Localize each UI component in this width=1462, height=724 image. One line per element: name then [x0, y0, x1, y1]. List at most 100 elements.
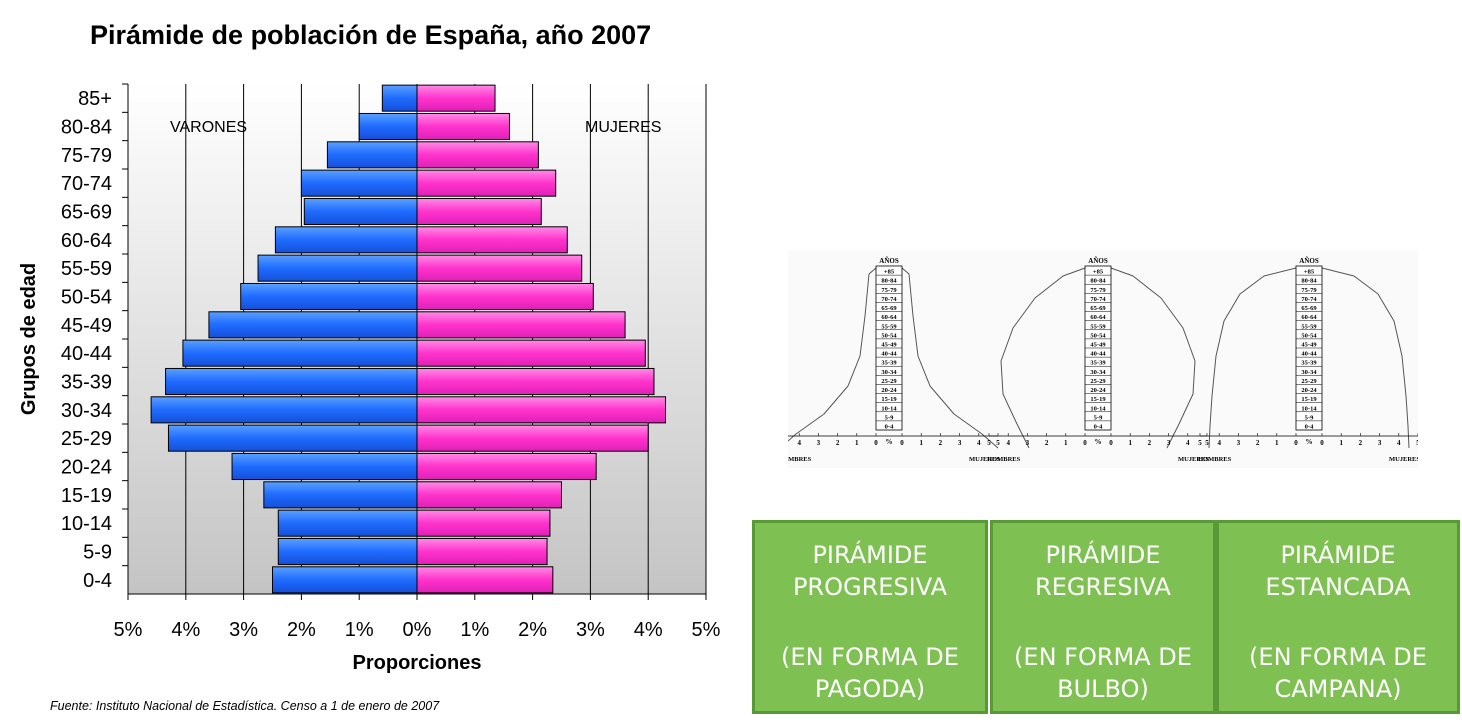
y-tick-label: 80-84	[61, 117, 112, 139]
label-mujeres: MUJERES	[1178, 456, 1209, 463]
age-label: 60-64	[1301, 314, 1317, 321]
outline-right	[1321, 267, 1410, 449]
age-label: 0-4	[1305, 424, 1314, 431]
scale-label: 2	[939, 439, 943, 447]
scale-label: 3	[1167, 439, 1171, 447]
bar-female-80-84	[416, 112, 510, 141]
age-label: +85	[884, 269, 895, 276]
percent-sign: %	[886, 438, 893, 446]
bar-female-0-4	[416, 566, 554, 594]
age-label: 75-79	[881, 287, 897, 294]
bar-female-45-49	[416, 311, 626, 339]
schematic-pyramid: AÑOS+8580-8475-7970-7465-6960-6455-5950-…	[788, 257, 1000, 463]
bar-male-20-24	[231, 452, 418, 481]
y-axis-title: Grupos de edad	[18, 263, 40, 415]
age-label: +85	[1304, 269, 1315, 276]
schematic-pyramid: AÑOS+8580-8475-7970-7465-6960-6455-5950-…	[1198, 257, 1418, 463]
scale-label: 1	[919, 439, 923, 447]
age-label: 60-64	[881, 314, 897, 321]
bar-female-5-9	[416, 537, 548, 566]
x-tick-label: 0%	[403, 619, 432, 641]
label-mujeres: MUJERES	[969, 456, 1000, 463]
age-label: 5-9	[885, 414, 894, 421]
bar-female-25-29	[416, 424, 649, 452]
type-name-line: ESTANCADA	[1265, 573, 1411, 601]
bar-female-35-39	[416, 367, 655, 396]
header-anos: AÑOS	[1088, 257, 1108, 265]
age-label: 60-64	[1090, 314, 1106, 321]
age-label: 15-19	[1090, 396, 1106, 403]
scale-label: 1	[1275, 439, 1279, 447]
scale-label: 2	[1148, 439, 1152, 447]
scale-label: 4	[1186, 439, 1190, 447]
age-label: 35-39	[881, 360, 897, 367]
x-tick-label: 2%	[287, 619, 316, 641]
label-hombres: HOMBRES	[1198, 456, 1232, 463]
scale-label: 2	[1359, 439, 1363, 447]
age-label: 70-74	[1301, 296, 1317, 303]
y-tick-label: 40-44	[61, 343, 112, 365]
scale-label: 2	[1256, 439, 1260, 447]
bar-male-15-19	[263, 481, 418, 509]
y-tick-label: 5-9	[83, 542, 112, 564]
y-tick-label: 20-24	[61, 457, 112, 479]
scale-label: 0	[874, 439, 878, 447]
age-label: 0-4	[1094, 424, 1103, 431]
age-label: 75-79	[1301, 287, 1317, 294]
y-tick-label: 65-69	[61, 202, 112, 224]
type-box-estancada: PIRÁMIDE ESTANCADA (EN FORMA DE CAMPANA)	[1216, 520, 1460, 714]
bar-male-85+	[381, 84, 418, 112]
bar-male-0-4	[272, 566, 418, 594]
age-label: 75-79	[1090, 287, 1106, 294]
x-tick-label: 4%	[171, 619, 200, 641]
age-label: 30-34	[1090, 369, 1106, 376]
age-label: 10-14	[881, 405, 897, 412]
outline-left	[788, 267, 877, 442]
age-label: 80-84	[1301, 278, 1317, 285]
bar-male-10-14	[277, 509, 418, 537]
age-label: 15-19	[1301, 396, 1317, 403]
age-label: 40-44	[881, 351, 897, 358]
age-label: 50-54	[1301, 332, 1317, 339]
age-label: 65-69	[881, 305, 897, 312]
scale-label: 0	[900, 439, 904, 447]
age-label: 25-29	[1301, 378, 1317, 385]
scale-label: 2	[836, 439, 840, 447]
bar-female-20-24	[416, 452, 597, 481]
type-name-line: PROGRESIVA	[792, 573, 948, 601]
bar-male-75-79	[326, 141, 418, 169]
bar-male-35-39	[165, 367, 418, 396]
y-tick-label: 85+	[78, 88, 112, 110]
type-form-line: CAMPANA)	[1274, 675, 1402, 703]
x-tick-label: 2%	[518, 619, 547, 641]
outline-left	[1208, 267, 1297, 449]
outline-right	[901, 267, 999, 449]
y-tick-label: 60-64	[61, 230, 112, 252]
age-label: 55-59	[1301, 323, 1317, 330]
scale-label: 4	[797, 439, 801, 447]
scale-label: 1	[1128, 439, 1132, 447]
scale-label: 0	[1109, 439, 1113, 447]
scale-label: 5	[987, 439, 991, 447]
type-form-line: BULBO)	[1057, 675, 1149, 703]
type-name-line: PIRÁMIDE	[812, 541, 928, 569]
scale-label: 1	[1064, 439, 1068, 447]
age-label: 25-29	[881, 378, 897, 385]
bar-female-15-19	[416, 481, 562, 509]
scale-label: 1	[855, 439, 859, 447]
age-label: 20-24	[1090, 387, 1106, 394]
y-tick-label: 10-14	[61, 513, 112, 535]
age-label: 45-49	[1090, 342, 1106, 349]
scale-label: 4	[1397, 439, 1401, 447]
bar-female-70-74	[416, 169, 557, 197]
percent-sign: %	[1095, 438, 1102, 446]
age-label: 45-49	[881, 342, 897, 349]
schematic-pyramid: AÑOS+8580-8475-7970-7465-6960-6455-5950-…	[987, 257, 1209, 463]
age-label: 35-39	[1090, 360, 1106, 367]
scale-label: 0	[1320, 439, 1324, 447]
type-form-line: (EN FORMA DE	[1014, 643, 1192, 671]
scale-label: 3	[958, 439, 962, 447]
scale-label: 1	[1339, 439, 1343, 447]
type-form-line: (EN FORMA DE	[781, 643, 959, 671]
age-label: 10-14	[1301, 405, 1317, 412]
